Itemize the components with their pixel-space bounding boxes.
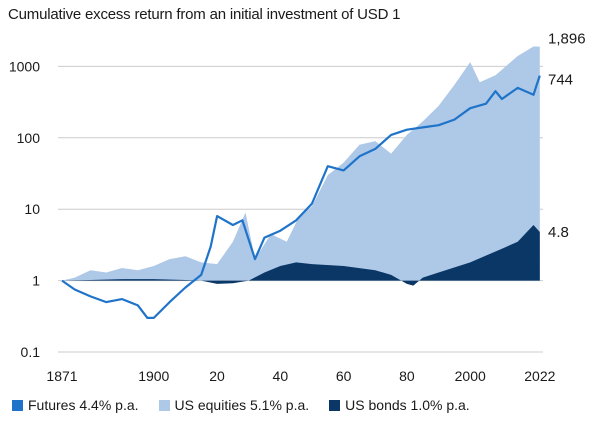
x-tick-label: 1900: [138, 368, 169, 384]
x-tick-label: 40: [273, 368, 289, 384]
chart-title: Cumulative excess return from an initial…: [8, 6, 401, 23]
end-label-bonds: 4.8: [548, 224, 569, 241]
legend-item-futures: Futures 4.4% p.a.: [12, 397, 139, 413]
y-tick-label: 1: [32, 273, 40, 289]
x-tick-label: 2022: [524, 368, 555, 384]
x-tick-label: 60: [336, 368, 352, 384]
x-tick-label: 2000: [455, 368, 486, 384]
legend-swatch-equities: [158, 399, 170, 411]
y-tick-label: 0.1: [21, 344, 41, 360]
legend-swatch-futures: [12, 399, 23, 411]
legend-label-bonds: US bonds 1.0% p.a.: [345, 397, 470, 413]
x-tick-label: 20: [209, 368, 225, 384]
y-tick-label: 1000: [9, 58, 40, 74]
series-lines: [61, 75, 541, 319]
x-tick-label: 1871: [46, 368, 77, 384]
legend-swatch-bonds: [329, 399, 341, 411]
legend: Futures 4.4% p.a. US equities 5.1% p.a. …: [12, 397, 470, 413]
end-label-futures: 744: [548, 72, 573, 89]
end-label-equities: 1,896: [548, 31, 586, 48]
futures-line: [61, 75, 541, 319]
series-areas: [62, 46, 540, 286]
end-labels: 1,896 4.8 744: [548, 31, 586, 241]
legend-label-futures: Futures 4.4% p.a.: [28, 397, 139, 413]
x-tick-label: 80: [399, 368, 415, 384]
legend-item-bonds: US bonds 1.0% p.a.: [329, 397, 470, 413]
equities-area: [62, 46, 540, 281]
legend-label-equities: US equities 5.1% p.a.: [174, 397, 310, 413]
y-tick-label: 100: [17, 130, 41, 146]
y-tick-label: 10: [24, 201, 40, 217]
x-tick-labels: 1871 1900 20 40 60 80 2000 2022: [46, 368, 555, 384]
y-tick-labels: 0.1 1 10 100 1000: [9, 58, 40, 360]
bonds-area: [62, 225, 540, 286]
chart-area: 0.1 1 10 100 1000 1871 1900 20 40 60 80 2000 2022 1…: [9, 31, 586, 384]
legend-item-equities: US equities 5.1% p.a.: [158, 397, 310, 413]
